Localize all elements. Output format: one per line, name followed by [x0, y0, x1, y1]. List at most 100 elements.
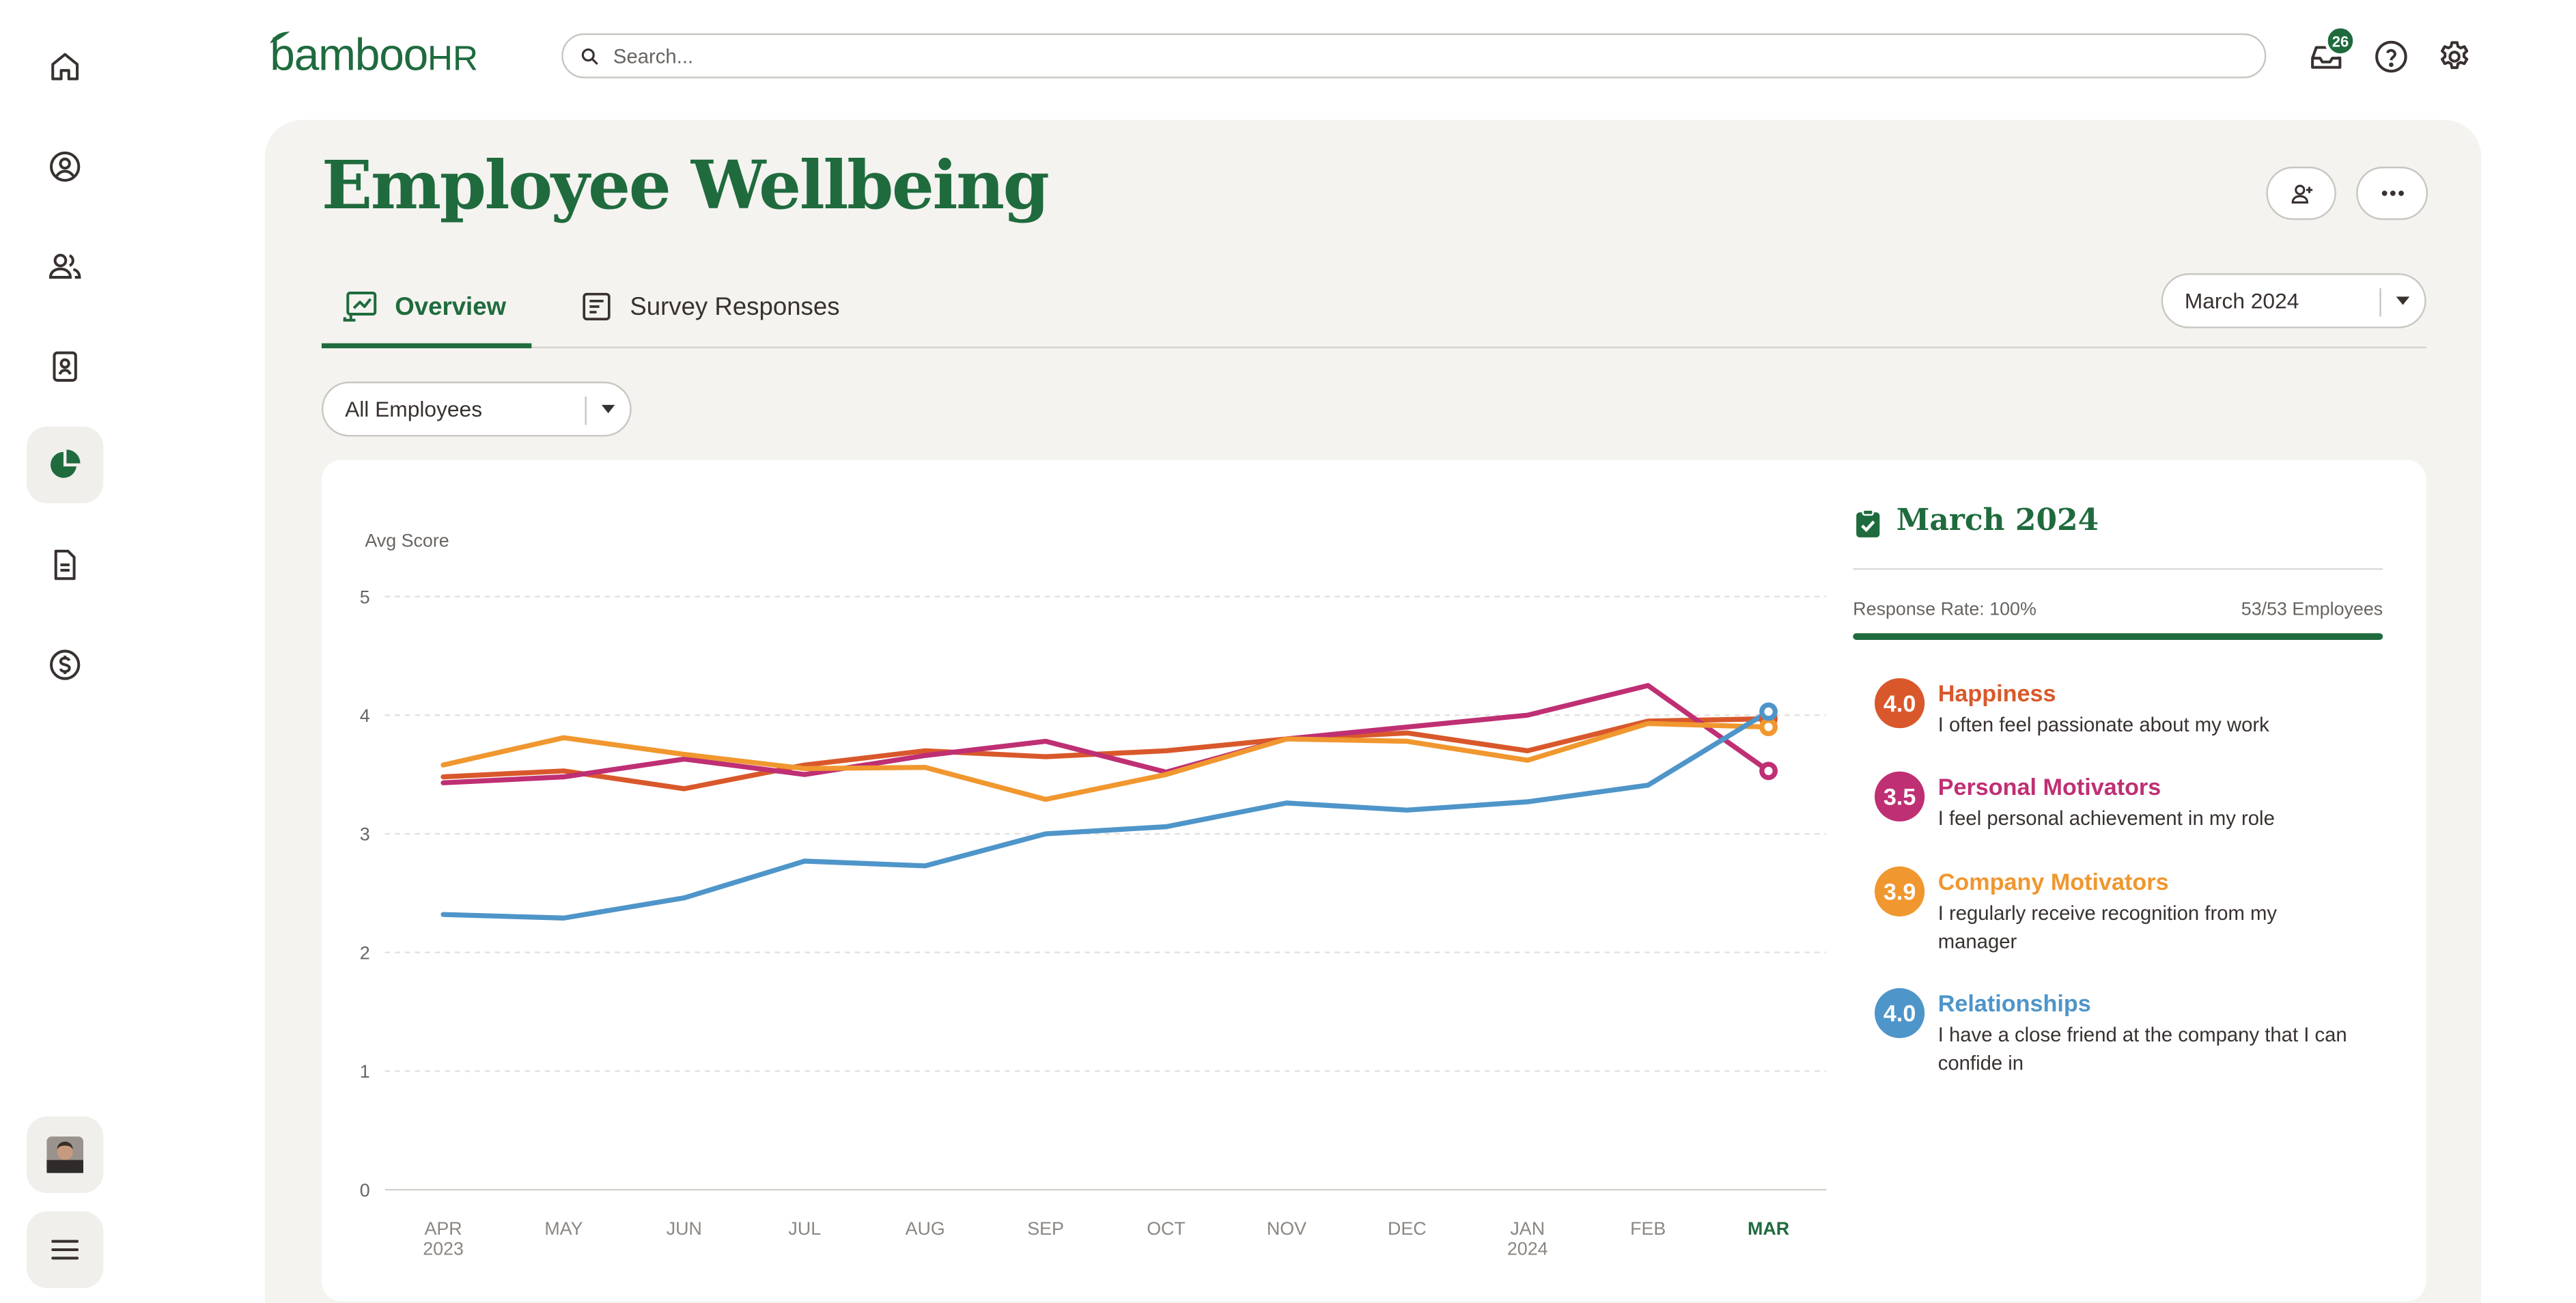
page-title: Employee Wellbeing — [321, 146, 1050, 225]
survey-list-icon — [583, 292, 611, 321]
series-line — [440, 716, 1772, 791]
people-icon — [48, 253, 81, 279]
series-line — [440, 709, 1772, 921]
tab-survey-responses-label: Survey Responses — [630, 292, 840, 321]
search-icon — [581, 47, 598, 64]
series-end-point — [1759, 702, 1778, 721]
x-tick-label: OCT — [1147, 1218, 1186, 1239]
tab-overview[interactable]: Overview — [341, 266, 506, 346]
settings-button[interactable] — [2433, 35, 2476, 78]
x-tick-label: SEP — [1027, 1218, 1064, 1239]
person-add-icon — [2291, 184, 2312, 203]
chart-card — [321, 460, 2426, 1302]
employee-filter-value: All Employees — [345, 396, 483, 422]
menu-button[interactable] — [27, 1211, 104, 1289]
y-tick-label: 0 — [360, 1180, 370, 1201]
nav-people[interactable] — [27, 228, 103, 305]
bamboohr-logo[interactable]: bambooHR — [270, 29, 479, 81]
add-employee-button[interactable] — [2266, 167, 2336, 221]
x-tick-year-label: 2023 — [423, 1238, 464, 1259]
response-rate-bar — [1853, 633, 2383, 640]
x-tick-label: AUG — [906, 1218, 945, 1239]
series-end-point — [1759, 761, 1778, 781]
y-tick-label: 5 — [360, 587, 370, 607]
x-tick-label: MAY — [544, 1218, 583, 1239]
tab-overview-label: Overview — [395, 292, 507, 321]
response-rate: Response Rate: 100% — [1853, 600, 2036, 620]
metric-score-badge: 3.9 — [1875, 866, 1925, 916]
nav-my-info[interactable] — [27, 128, 103, 205]
avatar — [46, 1136, 83, 1173]
summary-divider — [1853, 568, 2383, 570]
metric-name: Personal Motivators — [1937, 773, 2161, 800]
metric-description: I regularly receive recognition from my … — [1937, 901, 2278, 953]
logo-hr-text: HR — [428, 40, 479, 79]
series-end-point — [1759, 718, 1778, 737]
id-badge-icon — [53, 351, 77, 382]
inbox-count-badge: 26 — [2324, 25, 2357, 57]
x-tick-label: JUL — [788, 1218, 821, 1239]
nav-payroll[interactable] — [27, 626, 103, 703]
tabs-divider — [321, 346, 2426, 348]
person-circle-icon — [50, 151, 81, 182]
tab-survey-responses[interactable]: Survey Responses — [580, 266, 840, 346]
series-line — [440, 720, 1772, 802]
inbox-button[interactable] — [2305, 35, 2348, 78]
nav-directory[interactable] — [27, 328, 103, 405]
y-tick-label: 4 — [360, 705, 370, 726]
period-select[interactable]: March 2024 — [2161, 273, 2426, 328]
metric-score-badge: 4.0 — [1875, 987, 1925, 1039]
x-tick-label: MAR — [1748, 1218, 1789, 1239]
more-options-button[interactable] — [2356, 167, 2428, 221]
x-tick-label: NOV — [1267, 1218, 1306, 1239]
x-tick-label: FEB — [1630, 1218, 1666, 1239]
metric-description: I feel personal achievement in my role — [1937, 806, 2275, 830]
metric-name: Company Motivators — [1937, 868, 2169, 895]
select-separator — [2379, 288, 2381, 317]
y-tick-label: 3 — [360, 824, 370, 845]
search-placeholder: Search... — [613, 44, 694, 68]
metric-description: I have a close friend at the company tha… — [1937, 1023, 2347, 1075]
metric-name: Happiness — [1937, 679, 2056, 707]
employee-filter-select[interactable]: All Employees — [321, 381, 632, 437]
x-tick-label: APR — [424, 1218, 462, 1239]
nav-files[interactable] — [27, 527, 103, 603]
gear-icon — [2440, 41, 2469, 70]
document-icon — [54, 550, 76, 580]
x-tick-label: JAN — [1510, 1218, 1545, 1239]
x-tick-label: DEC — [1388, 1218, 1427, 1239]
y-tick-label: 1 — [360, 1061, 370, 1082]
hamburger-menu-icon — [51, 1239, 79, 1260]
response-count: 53/53 Employees — [2241, 600, 2383, 620]
clipboard-check-icon — [1856, 509, 1880, 537]
pie-chart-icon — [51, 449, 81, 478]
period-select-value: March 2024 — [2184, 288, 2299, 313]
home-icon — [51, 53, 79, 81]
select-separator — [585, 396, 587, 425]
x-tick-label: JUN — [667, 1218, 702, 1239]
metric-score-badge: 3.5 — [1875, 771, 1925, 822]
dollar-icon — [50, 649, 81, 680]
summary-title: March 2024 — [1896, 503, 2099, 539]
help-button[interactable] — [2370, 35, 2413, 78]
chevron-down-icon — [601, 404, 615, 414]
nav-home[interactable] — [27, 28, 103, 104]
y-tick-label: 2 — [360, 942, 370, 963]
x-tick-year-label: 2024 — [1507, 1238, 1548, 1259]
more-horizontal-icon — [2381, 191, 2403, 196]
metric-description: I often feel passionate about my work — [1937, 713, 2269, 737]
metric-score-badge: 4.0 — [1875, 678, 1925, 729]
bamboo-leaf-icon — [270, 31, 290, 44]
search-input[interactable]: Search... — [561, 33, 2267, 79]
active-tab-indicator — [321, 343, 532, 348]
profile-avatar-button[interactable] — [27, 1116, 104, 1194]
y-axis-title: Avg Score — [365, 531, 449, 552]
help-icon — [2375, 40, 2407, 73]
inbox-icon — [2311, 46, 2342, 69]
overview-chart-icon — [343, 291, 377, 322]
series-line — [440, 683, 1772, 785]
chevron-down-icon — [2396, 296, 2410, 305]
metric-name: Relationships — [1937, 990, 2091, 1017]
nav-reports[interactable] — [27, 426, 104, 503]
